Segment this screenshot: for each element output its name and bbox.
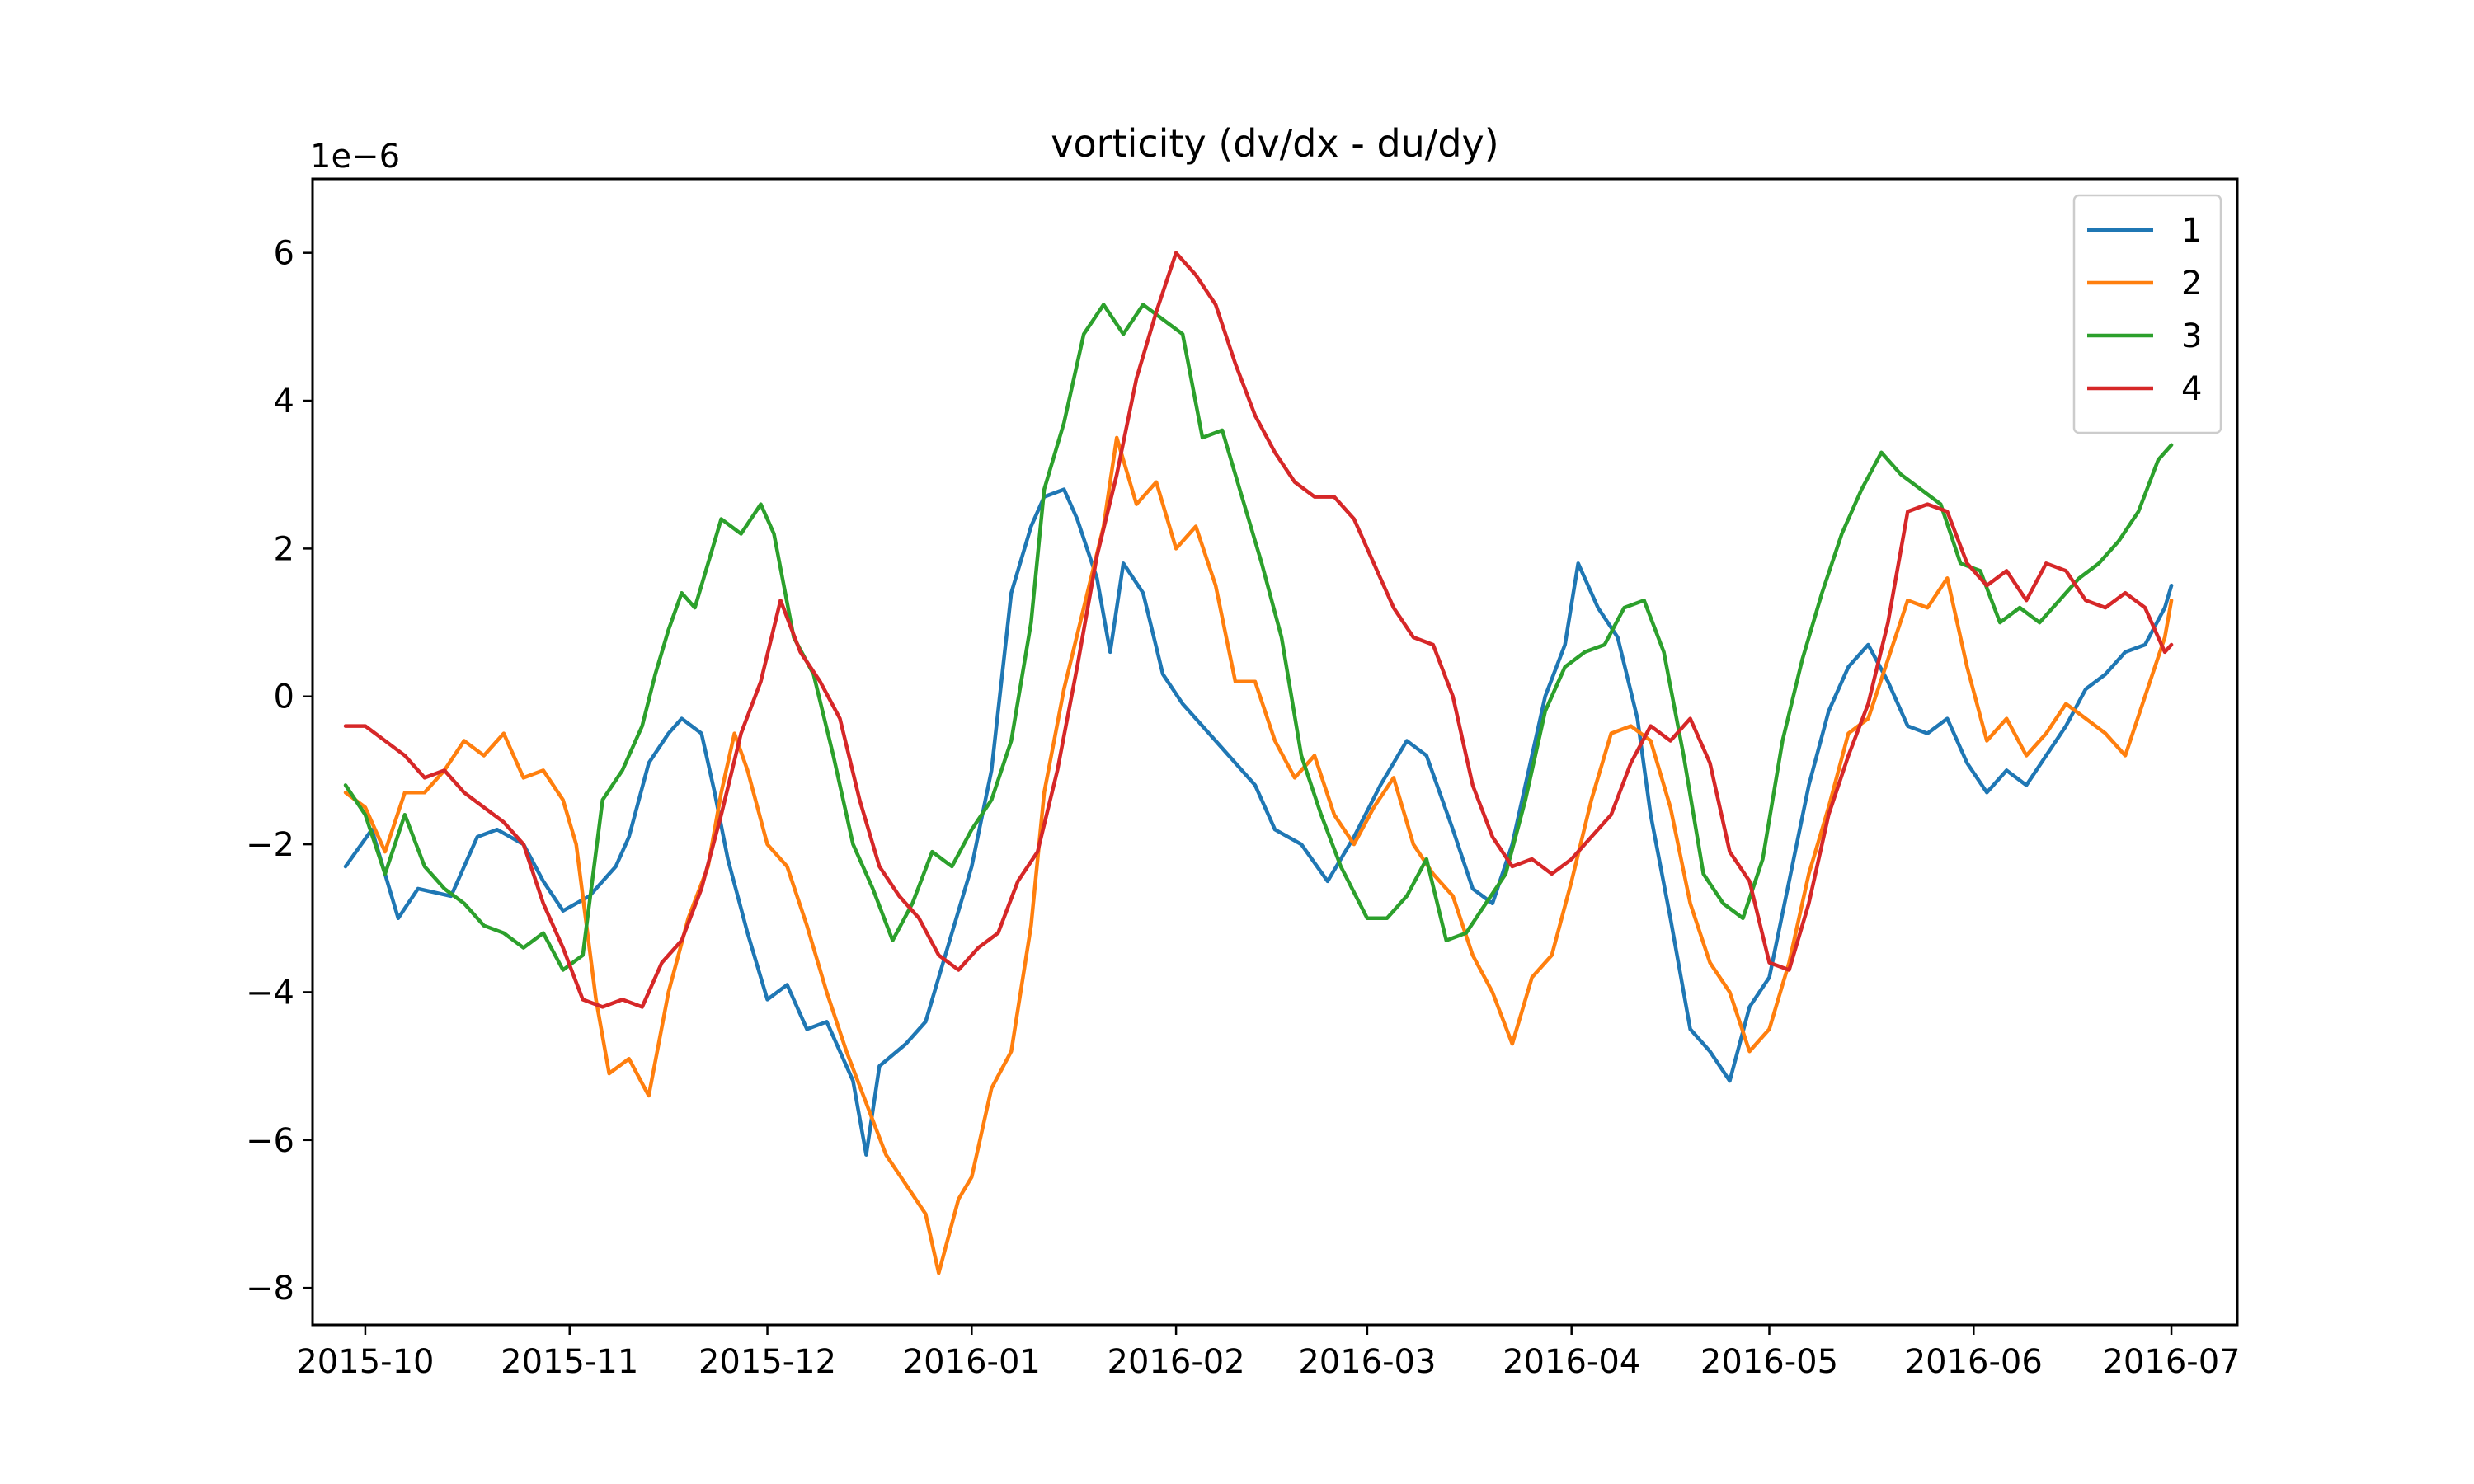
legend: 1 2 3 4: [2072, 194, 2222, 434]
x-tick-label: 2015-10: [296, 1343, 434, 1381]
x-tick-label: 2016-03: [1298, 1343, 1436, 1381]
x-tick-label: 2015-12: [698, 1343, 836, 1381]
series-line-4: [343, 251, 2174, 1009]
legend-label-4: 4: [2181, 370, 2202, 408]
series-layer: [343, 251, 2174, 1275]
series-line-2: [343, 435, 2174, 1275]
x-tick-label: 2015-11: [501, 1343, 638, 1381]
y-tick-label: 0: [274, 679, 294, 716]
x-axis: 2015-10 2015-11 2015-12 2016-01 2016-02 2016-…: [296, 1325, 2241, 1381]
chart-title: vorticity (dv/dx - du/dy): [1051, 121, 1498, 166]
plot-frame: [311, 177, 2239, 1327]
y-tick-label: 2: [274, 530, 294, 568]
y-tick-label: −4: [246, 974, 294, 1012]
legend-label-3: 3: [2181, 317, 2202, 355]
series-line-1: [343, 487, 2174, 1157]
legend-box: [2072, 194, 2222, 434]
y-axis-offset-label: 1e−6: [310, 138, 400, 176]
y-tick-label: −6: [246, 1122, 294, 1160]
x-tick-label: 2016-04: [1503, 1343, 1640, 1381]
y-tick-label: −8: [246, 1270, 294, 1308]
y-tick-label: −2: [246, 826, 294, 864]
x-tick-label: 2016-02: [1108, 1343, 1245, 1381]
x-tick-label: 2016-06: [1905, 1343, 2043, 1381]
y-tick-label: 4: [274, 383, 294, 420]
x-tick-label: 2016-05: [1700, 1343, 1838, 1381]
x-tick-label: 2016-07: [2102, 1343, 2240, 1381]
x-tick-label: 2016-01: [903, 1343, 1041, 1381]
legend-label-1: 1: [2181, 212, 2202, 250]
legend-label-2: 2: [2181, 265, 2202, 303]
series-line-3: [343, 303, 2174, 972]
y-axis: −8 −6 −4 −2 0 2 4 6: [246, 235, 313, 1308]
y-tick-label: 6: [274, 235, 294, 273]
